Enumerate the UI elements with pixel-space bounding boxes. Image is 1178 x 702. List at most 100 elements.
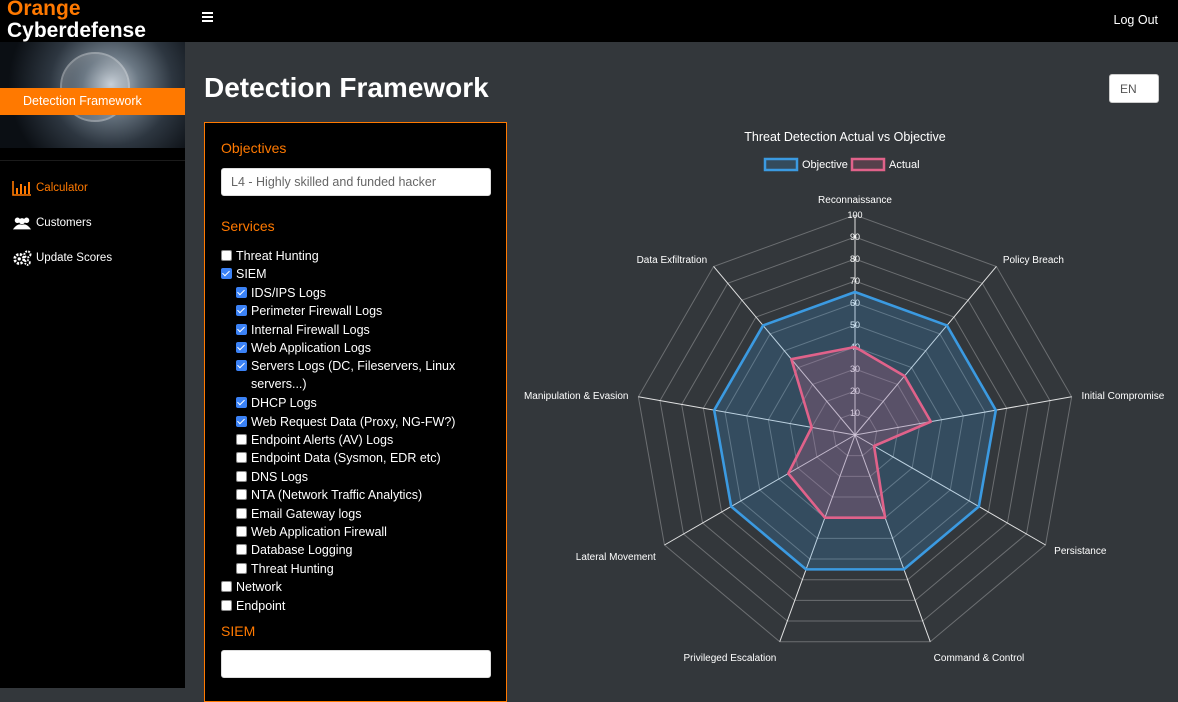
sidebar-item-update-scores[interactable]: Update Scores [12, 248, 112, 268]
sidebar-item-label: Customers [36, 217, 92, 229]
grid-spoke [638, 396, 856, 436]
grid-ring [724, 302, 986, 560]
legend-label: Actual [889, 159, 920, 171]
service-checkbox[interactable] [236, 507, 247, 519]
service-option[interactable]: Endpoint [221, 598, 285, 616]
service-label: Network [236, 580, 282, 595]
brand-line-2: Cyberdefense [7, 19, 146, 42]
axis-label: Policy Breach [1003, 255, 1064, 266]
service-checkbox[interactable] [236, 544, 247, 556]
service-option[interactable]: Web Application Logs [236, 340, 371, 358]
service-checkbox[interactable] [236, 323, 247, 335]
service-checkbox[interactable] [236, 489, 247, 501]
grid-spoke [854, 266, 997, 436]
grid-spoke [779, 434, 856, 642]
service-checkbox[interactable] [236, 452, 247, 464]
service-option[interactable]: Servers Logs (DC, Fileservers, Linux serv… [236, 358, 455, 391]
service-option[interactable]: NTA (Network Traffic Analytics) [236, 487, 422, 505]
service-option[interactable]: DNS Logs [236, 469, 308, 487]
objectives-title: Objectives [221, 140, 287, 156]
service-label: Endpoint Alerts (AV) Logs [251, 433, 394, 447]
axis-label: Privileged Escalation [684, 653, 777, 664]
service-checkbox[interactable] [236, 470, 247, 482]
tick-label: 70 [850, 276, 860, 286]
service-label: Threat Hunting [251, 561, 334, 576]
radar-chart-svg: Threat Detection Actual vs Objective Obje… [524, 130, 1165, 664]
service-checkbox[interactable] [236, 526, 247, 537]
sidebar-divider [0, 160, 185, 161]
service-checkbox[interactable] [221, 268, 232, 280]
sidebar-item-label: Update Scores [36, 252, 113, 264]
service-checkbox[interactable] [236, 397, 247, 409]
service-option[interactable]: Endpoint Alerts (AV) Logs [236, 432, 393, 450]
grid-ring [832, 412, 878, 457]
service-option[interactable]: Web Request Data (Proxy, NG-FW?) [236, 414, 455, 432]
grid-spoke [854, 434, 1046, 546]
service-option[interactable]: SIEM [221, 266, 267, 284]
series-objective [712, 290, 998, 571]
logout-link[interactable]: Log Out [1113, 13, 1158, 27]
grid-ring [746, 324, 964, 539]
service-checkbox[interactable] [221, 581, 232, 593]
hamburger-icon[interactable] [202, 12, 214, 24]
grid-ring [811, 390, 899, 477]
siem-input[interactable] [221, 650, 491, 678]
service-label: Internal Firewall Logs [251, 322, 370, 337]
language-selector[interactable]: EN [1109, 74, 1159, 103]
service-option[interactable]: Endpoint Data (Sysmon, EDR etc) [236, 450, 441, 468]
service-option[interactable]: Web Application Firewall [236, 524, 387, 542]
service-label: Database Logging [251, 543, 353, 558]
sidebar-item-calculator[interactable]: Calculator [12, 178, 88, 198]
axis-label: Command & Control [934, 653, 1025, 664]
page-title: Detection Framework [204, 72, 489, 103]
service-option[interactable]: Threat Hunting [236, 561, 334, 579]
service-option[interactable]: Database Logging [236, 542, 352, 560]
service-checkbox[interactable] [236, 562, 247, 574]
service-label: Email Gateway logs [251, 506, 362, 521]
service-checkbox[interactable] [221, 599, 232, 611]
gears-icon [12, 249, 32, 267]
service-option[interactable]: Threat Hunting [221, 248, 319, 266]
grid-spoke [664, 434, 856, 546]
service-label: SIEM [236, 267, 267, 282]
sidebar-item-customers[interactable]: Customers [12, 213, 92, 233]
tick-label: 80 [850, 254, 860, 264]
service-label: Web Application Logs [251, 341, 371, 355]
service-label: Perimeter Firewall Logs [251, 304, 383, 319]
users-icon [12, 214, 32, 232]
brand-logo[interactable]: Orange Cyberdefense [0, 0, 185, 42]
grid-ring [681, 258, 1029, 601]
service-option[interactable]: Perimeter Firewall Logs [236, 303, 382, 321]
axis-label: Reconnaissance [818, 195, 892, 206]
services-title: Services [221, 218, 275, 234]
service-option[interactable]: Internal Firewall Logs [236, 322, 370, 340]
service-option[interactable]: Email Gateway logs [236, 506, 361, 524]
axis-label: Manipulation & Evasion [524, 391, 629, 402]
service-label: Endpoint [236, 598, 286, 613]
service-option[interactable]: Network [221, 579, 282, 597]
axis-label: Persistance [1054, 546, 1107, 557]
service-checkbox[interactable] [236, 342, 247, 353]
tick-label: 30 [850, 364, 860, 374]
service-checkbox[interactable] [236, 286, 247, 298]
legend-swatch [850, 157, 886, 172]
series-actual [787, 345, 933, 519]
service-label: DNS Logs [251, 469, 308, 484]
tick-label: 50 [850, 320, 860, 330]
service-label: Web Request Data (Proxy, NG-FW?) [251, 414, 456, 429]
grid-ring [637, 214, 1073, 643]
grid-ring [702, 280, 1008, 581]
service-checkbox[interactable] [236, 415, 247, 427]
service-checkbox[interactable] [221, 250, 232, 261]
service-checkbox[interactable] [236, 360, 247, 372]
service-option[interactable]: IDS/IPS Logs [236, 285, 326, 303]
grid-ring [789, 368, 921, 498]
grid-spoke [713, 266, 856, 436]
service-checkbox[interactable] [236, 305, 247, 317]
objective-select[interactable]: L4 - Highly skilled and funded hacker [221, 168, 491, 196]
service-label: NTA (Network Traffic Analytics) [251, 488, 423, 503]
axis-label: Initial Compromise [1082, 391, 1165, 402]
service-checkbox[interactable] [236, 434, 247, 445]
sidebar-active-section[interactable]: Detection Framework [0, 88, 185, 115]
service-option[interactable]: DHCP Logs [236, 395, 317, 413]
